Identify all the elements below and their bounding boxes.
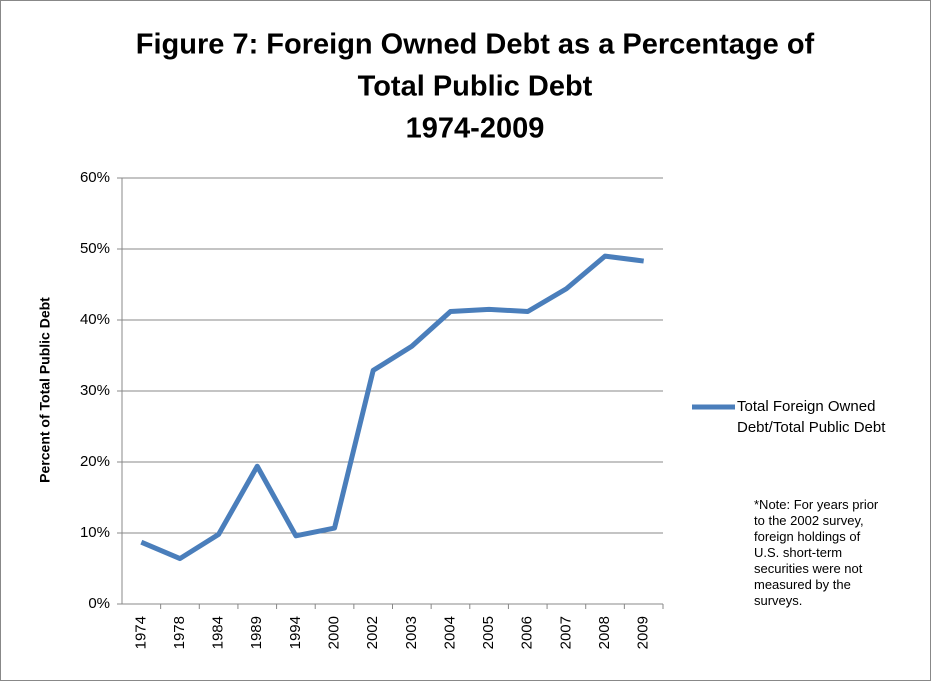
x-tick-label: 2004: [441, 616, 458, 649]
y-tick-label: 50%: [80, 240, 110, 257]
y-tick-label: 30%: [80, 382, 110, 399]
x-tick-label: 2006: [519, 616, 536, 649]
y-axis-label: Percent of Total Public Debt: [37, 297, 53, 483]
x-tick-label: 2002: [364, 616, 381, 649]
x-tick-label: 1984: [210, 616, 227, 649]
legend-label: Total Foreign Owned Debt/Total Public De…: [737, 398, 886, 436]
y-tick-label: 40%: [80, 311, 110, 328]
y-tick-label: 0%: [88, 595, 110, 612]
line-series: [140, 253, 644, 562]
annotation: *Note: For years prior to the 2002 surve…: [754, 497, 879, 608]
x-tick-label: 1974: [132, 616, 149, 649]
x-tick-label: 1994: [287, 616, 304, 649]
x-tick-label: 1978: [171, 616, 188, 649]
x-tick-label: 2008: [596, 616, 613, 649]
x-tick-label: 2007: [557, 616, 574, 649]
y-tick-label: 20%: [80, 453, 110, 470]
chart-title: Total Public Debt: [358, 71, 593, 103]
x-tick-label: 2003: [403, 616, 420, 649]
x-tick-label: 2000: [326, 616, 343, 649]
chart-title: 1974-2009: [406, 113, 545, 145]
chart-title: Figure 7: Foreign Owned Debt as a Percen…: [136, 29, 815, 61]
x-tick-label: 2009: [635, 616, 652, 649]
x-tick-label: 2005: [480, 616, 497, 649]
y-tick-label: 60%: [80, 169, 110, 186]
y-tick-label: 10%: [80, 524, 110, 541]
x-tick-label: 1989: [248, 616, 265, 649]
